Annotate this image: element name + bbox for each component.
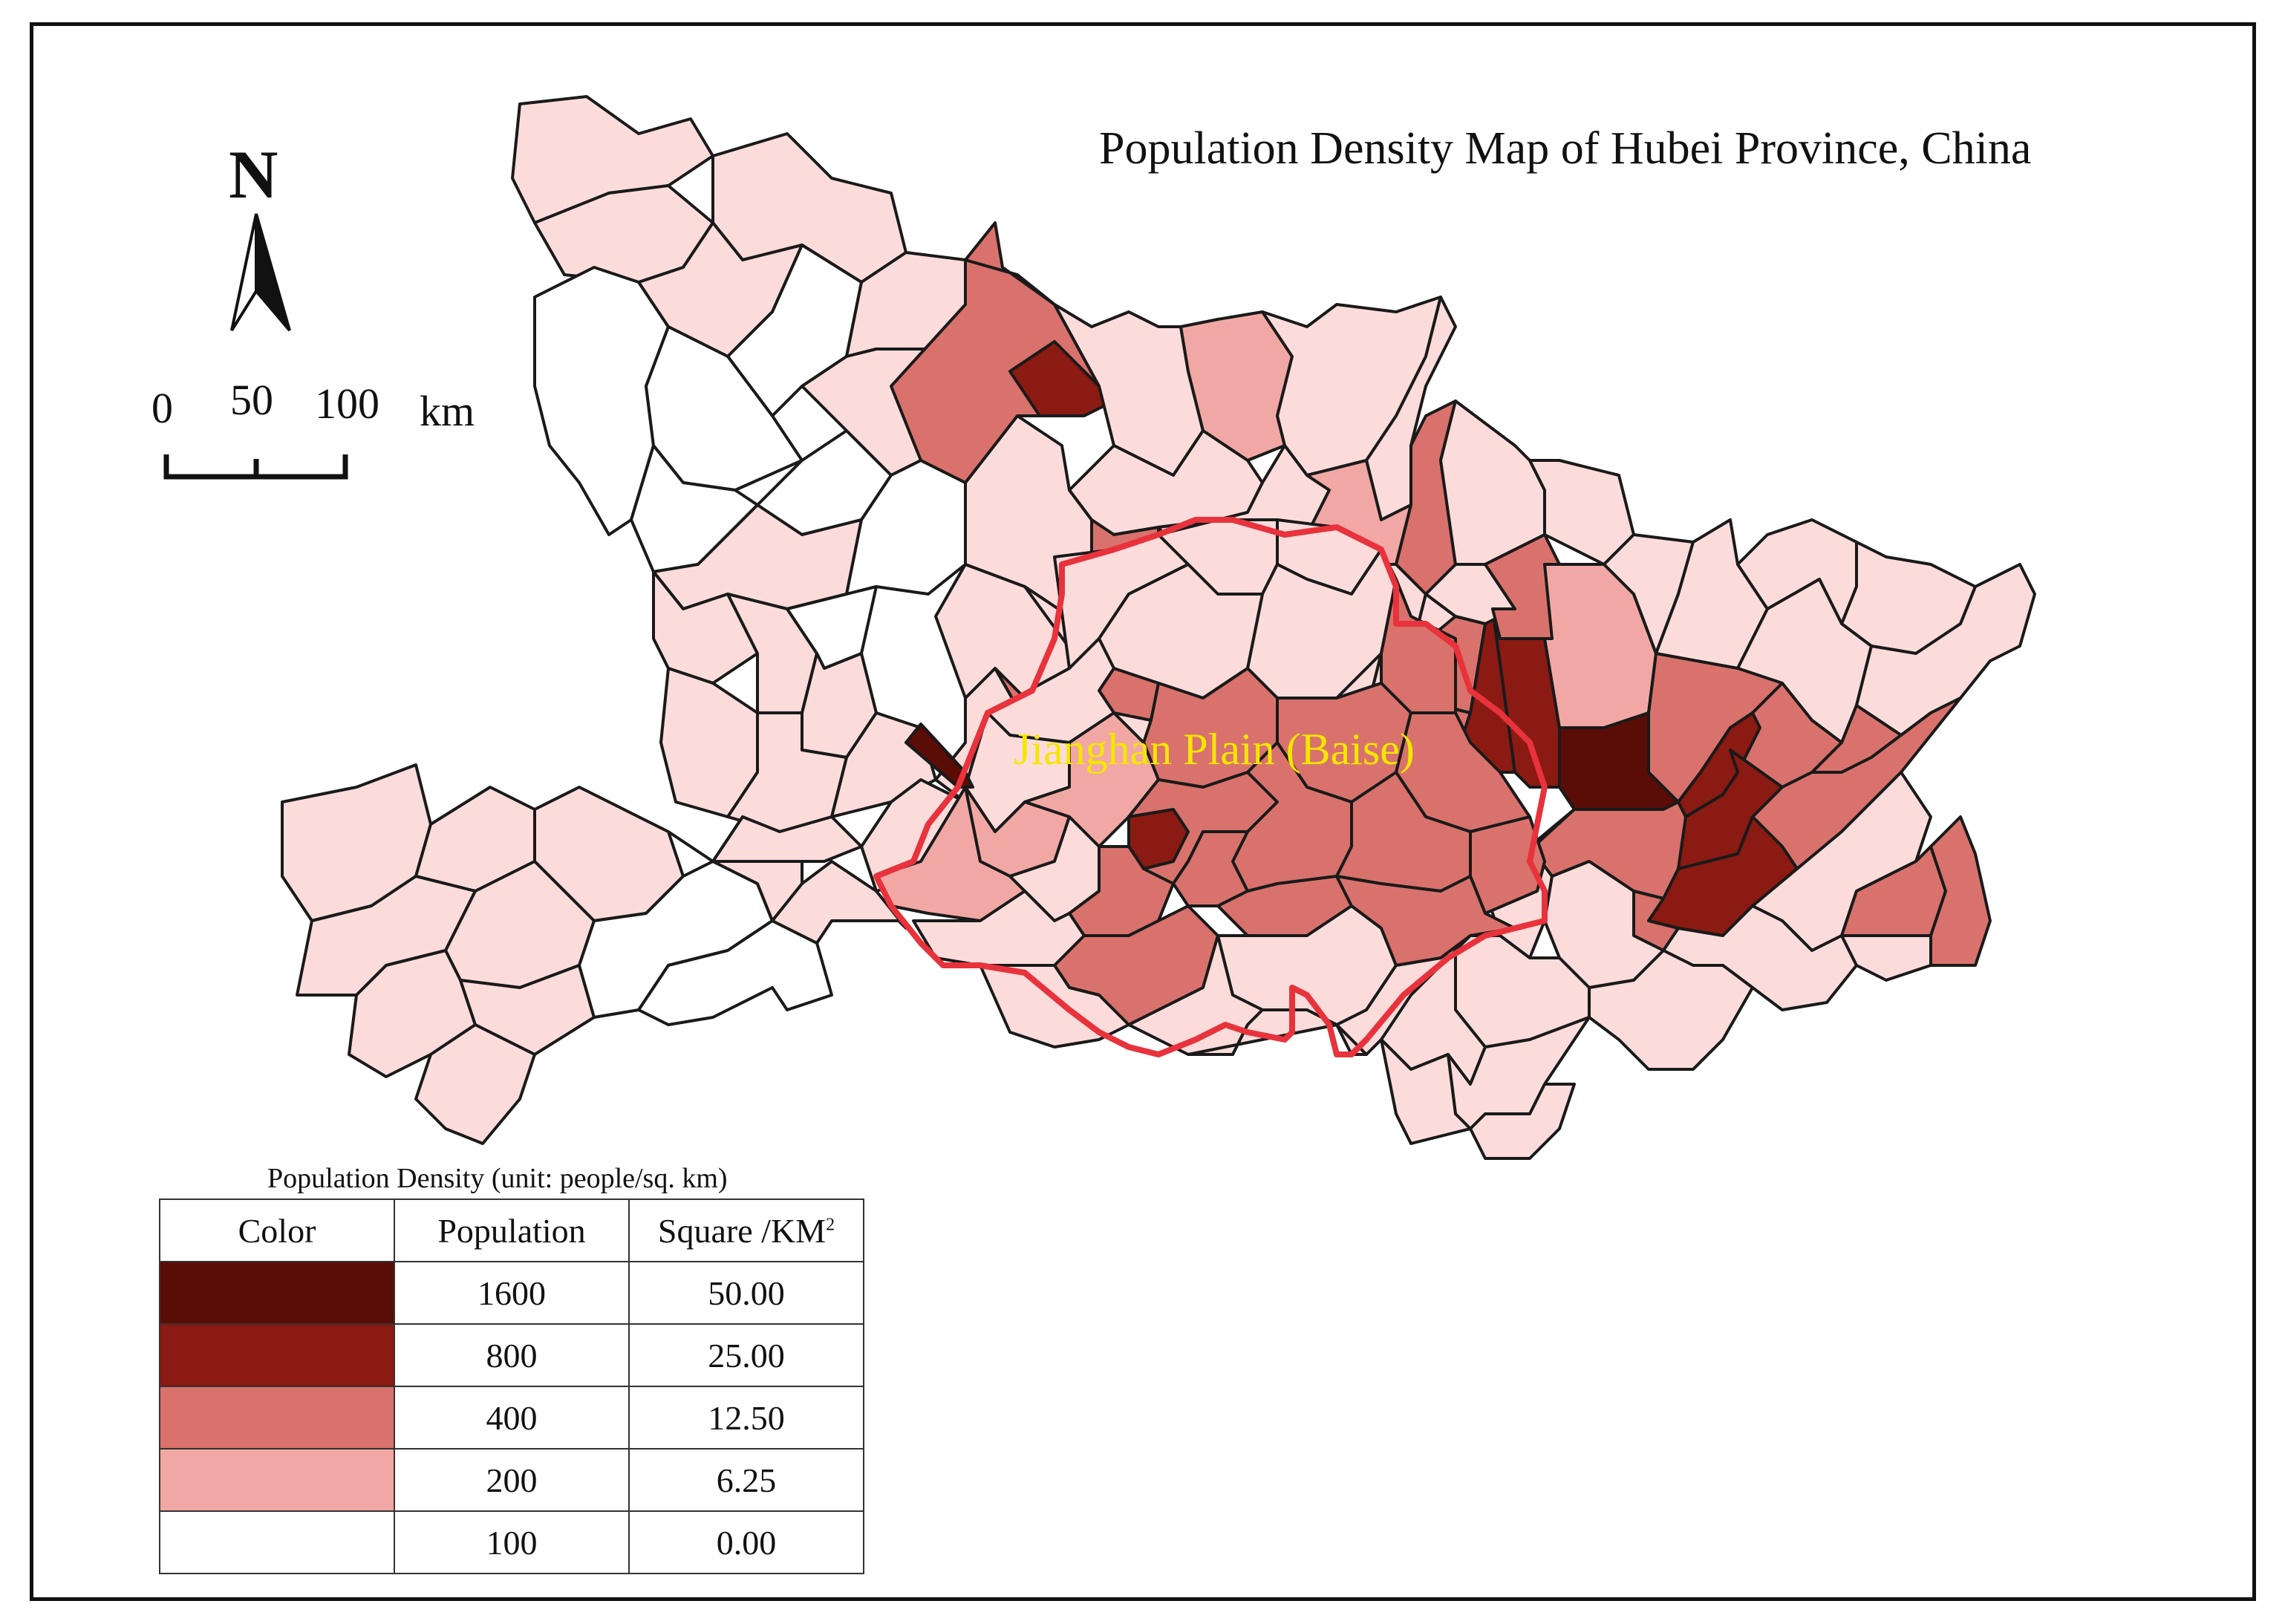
legend-header-square-text: Square /KM [657, 1211, 827, 1250]
scale-bar [163, 454, 348, 480]
district [1840, 934, 1932, 982]
map-frame [30, 22, 2256, 1601]
plain-districts [875, 518, 1546, 1056]
north-arrow-icon [230, 213, 291, 332]
map-title: Population Density Map of Hubei Province… [1099, 123, 2032, 174]
legend-swatch [159, 1323, 395, 1387]
jianghan-plain-boundary [873, 517, 1548, 1057]
district [1172, 830, 1249, 907]
legend-population: 100 [394, 1510, 630, 1574]
legend-population: 400 [394, 1386, 630, 1449]
district [1380, 1038, 1472, 1145]
legend-row: 400 12.50 [159, 1386, 864, 1449]
legend-header-square: Square /KM2 [628, 1199, 864, 1262]
legend-square: 0.00 [628, 1510, 864, 1574]
legend-header-color: Color [159, 1199, 395, 1262]
legend-row: 800 25.00 [159, 1323, 864, 1387]
legend-square: 50.00 [628, 1261, 864, 1325]
legend-swatch [159, 1510, 395, 1574]
district [637, 919, 833, 1026]
jianghan-plain-label: Jianghan Plain (Baise) [1014, 725, 1415, 774]
legend-population: 200 [394, 1448, 630, 1512]
legend-swatch [159, 1386, 395, 1449]
legend-header-row: Color Population Square /KM2 [159, 1199, 864, 1262]
district [964, 221, 1056, 306]
legend-population: 1600 [394, 1261, 630, 1325]
legend-population: 800 [394, 1323, 630, 1387]
district [912, 890, 1086, 967]
legend-row: 200 6.25 [159, 1448, 864, 1512]
scale-unit: km [420, 387, 475, 435]
scale-label-100: 100 [315, 379, 379, 428]
district [652, 570, 759, 685]
legend-square: 6.25 [628, 1448, 864, 1512]
legend-swatch [159, 1261, 395, 1325]
district [904, 723, 974, 789]
legend-header-square-sup: 2 [826, 1215, 835, 1235]
legend-row: 100 0.00 [159, 1510, 864, 1574]
district [1929, 815, 1992, 967]
scale-label-50: 50 [230, 376, 273, 424]
legend-square: 12.50 [628, 1386, 864, 1449]
legend-swatch [159, 1448, 395, 1512]
legend-square: 25.00 [628, 1323, 864, 1387]
district [414, 1023, 536, 1145]
legend-title: Population Density (unit: people/sq. km) [267, 1163, 728, 1194]
district [711, 815, 863, 863]
district [1469, 1083, 1576, 1160]
legend-row: 1600 50.00 [159, 1261, 864, 1325]
legend-header-population: Population [394, 1199, 630, 1262]
district [1439, 400, 1546, 566]
legend-table: Color Population Square /KM2 1600 50.00 … [159, 1199, 864, 1574]
north-label: N [229, 137, 278, 212]
scale-label-0: 0 [151, 384, 173, 432]
